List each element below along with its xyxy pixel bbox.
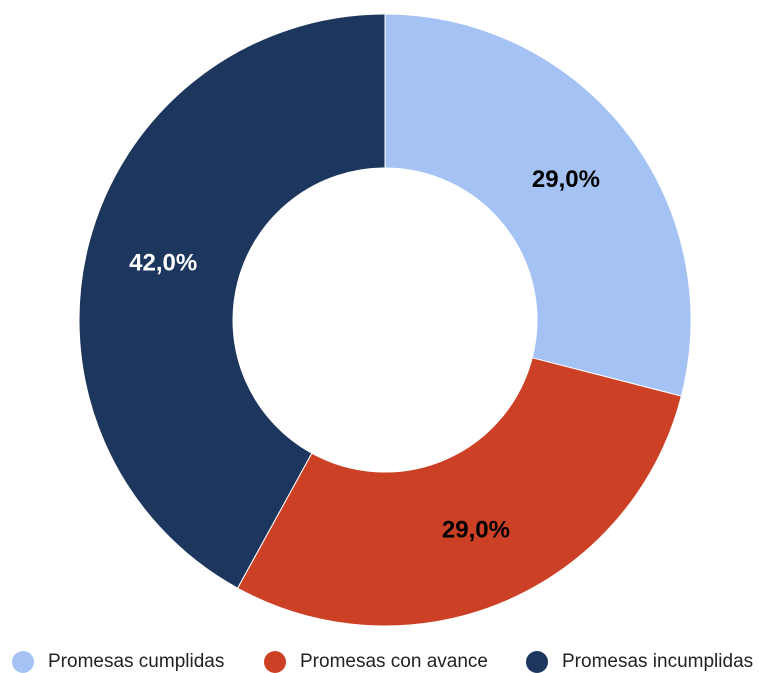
data-label-promesas-cumplidas: 29,0% — [532, 166, 600, 193]
legend-swatch-promesas-con-avance — [264, 651, 286, 673]
legend-label-promesas-incumplidas: Promesas incumplidas — [562, 651, 754, 672]
legend-item-promesas-con-avance[interactable]: Promesas con avance — [264, 648, 488, 673]
donut-slice-promesas-cumplidas[interactable] — [384, 13, 692, 397]
legend-label-promesas-con-avance: Promesas con avance — [300, 651, 488, 672]
donut-chart-plot: 29,0% 29,0% 42,0% — [78, 13, 692, 627]
legend-item-promesas-cumplidas[interactable]: Promesas cumplidas — [12, 648, 224, 673]
legend-label-promesas-cumplidas: Promesas cumplidas — [48, 651, 225, 672]
data-label-promesas-incumplidas: 42,0% — [129, 250, 197, 277]
data-label-promesas-con-avance: 29,0% — [442, 517, 510, 544]
donut-slice-promesas-con-avance[interactable] — [236, 357, 682, 627]
legend-swatch-promesas-incumplidas — [526, 651, 548, 673]
donut-slice-promesas-incumplidas[interactable] — [78, 13, 386, 589]
chart-legend: Promesas cumplidas Promesas con avance P… — [0, 648, 759, 673]
legend-swatch-promesas-cumplidas — [12, 651, 34, 673]
legend-item-promesas-incumplidas[interactable]: Promesas incumplidas — [526, 648, 753, 673]
